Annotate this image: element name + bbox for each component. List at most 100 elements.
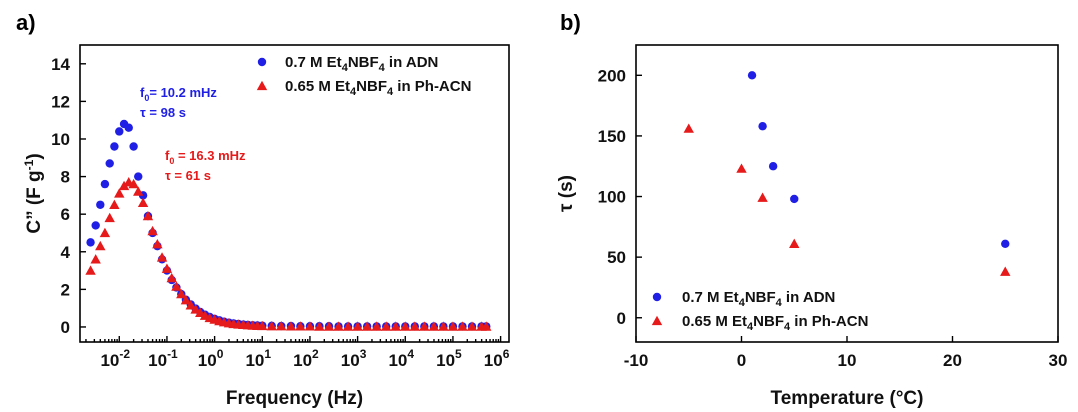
series-b-0: [747, 71, 1010, 249]
legend-subscript: 4: [747, 321, 754, 333]
data-point: [428, 321, 440, 331]
data-point: [86, 238, 95, 247]
legend-b-0-label: 0.7 M Et4NBF4 in ADN: [682, 289, 835, 309]
x-tick-exponent: 0: [217, 347, 224, 361]
x-tick-exponent: 2: [312, 347, 319, 361]
x-tick-base: 10: [245, 351, 264, 370]
y-tick-label: 10: [51, 130, 70, 149]
x-tick-base: 10: [388, 351, 407, 370]
data-point: [361, 321, 373, 331]
data-point: [142, 210, 154, 221]
data-point: [481, 321, 492, 331]
x-tick-label: 100: [198, 347, 224, 370]
data-point: [371, 321, 382, 331]
y-axis-title-part: C” (F g: [24, 170, 45, 233]
data-point: [171, 281, 182, 291]
x-tick-exponent: 5: [455, 347, 462, 361]
x-tick-exponent: 3: [360, 347, 367, 361]
x-tick-exponent: 1: [264, 347, 271, 361]
data-point: [110, 142, 119, 151]
legend-text-part: 0.7 M Et: [682, 289, 739, 306]
data-point: [381, 321, 392, 331]
panel-label-b: b): [560, 10, 581, 35]
legend-a-1-label: 0.65 M Et4NBF4 in Ph-ACN: [285, 78, 471, 98]
data-point: [257, 320, 268, 331]
data-point: [180, 295, 192, 305]
annot-subscript: 0: [144, 93, 149, 103]
data-point: [1000, 266, 1011, 276]
data-point: [115, 127, 124, 136]
data-point: [129, 142, 138, 151]
data-point: [105, 159, 114, 168]
data-point: [161, 263, 173, 273]
data-point: [333, 321, 344, 331]
y-tick-label: 4: [61, 243, 71, 262]
legend-subscript: 4: [387, 86, 394, 98]
legend-text-part: 0.7 M Et: [285, 54, 342, 71]
data-point: [152, 239, 163, 249]
legend-subscript: 4: [784, 321, 791, 333]
legend-text-part: NBF: [753, 313, 784, 330]
data-point: [109, 199, 120, 209]
data-point: [304, 321, 316, 331]
data-point: [736, 163, 747, 173]
annot-part: f: [140, 85, 145, 100]
data-point: [466, 321, 478, 331]
data-point: [104, 212, 115, 223]
annot-subscript: 0: [169, 156, 174, 166]
data-point: [137, 197, 149, 208]
y-tick-label: 6: [61, 205, 70, 224]
x-tick-label: 106: [484, 347, 510, 370]
data-point: [438, 321, 449, 331]
data-point: [683, 123, 694, 133]
data-point: [295, 321, 306, 331]
legend-subscript: 4: [776, 297, 783, 309]
series-a-0: [86, 119, 491, 331]
legend-text-part: in ADN: [385, 54, 439, 71]
data-point: [85, 265, 96, 275]
x-tick-base: 10: [341, 351, 360, 370]
y-tick-label: 100: [598, 188, 626, 207]
legend-text-part: 0.65 M Et: [285, 78, 350, 95]
annot-part: f: [165, 148, 170, 163]
x-tick-label: 0: [737, 351, 746, 370]
legend-text-part: in Ph-ACN: [790, 313, 868, 330]
legend-b-1-label: 0.65 M Et4NBF4 in Ph-ACN: [682, 313, 868, 333]
legend-text-part: NBF: [348, 54, 379, 71]
x-tick-label: 10-1: [148, 347, 178, 370]
x-tick-label: 103: [341, 347, 367, 370]
legend-marker-a-0: [257, 57, 267, 67]
y-axis-title-a: C” (F g-1): [22, 153, 45, 233]
data-point: [447, 321, 459, 331]
data-point: [747, 71, 757, 80]
legend-marker-b-1: [651, 315, 663, 326]
legend-text-part: NBF: [356, 78, 387, 95]
legend-a-0-label: 0.7 M Et4NBF4 in ADN: [285, 54, 438, 74]
data-point: [314, 321, 325, 331]
legend-subscript: 4: [350, 86, 357, 98]
legend-subscript: 4: [379, 62, 386, 74]
x-tick-label: 30: [1049, 351, 1068, 370]
legend-text-part: NBF: [745, 289, 776, 306]
data-point: [758, 122, 767, 131]
x-tick-base: 10: [293, 351, 312, 370]
panel-label-a: a): [16, 10, 36, 35]
data-point: [134, 172, 143, 181]
data-point: [790, 194, 799, 204]
y-tick-label: 200: [598, 66, 626, 85]
annot-part: = 10.2 mHz: [149, 85, 217, 100]
x-tick-label: 20: [943, 351, 962, 370]
legend-marker-b-0: [652, 292, 662, 302]
y-tick-label: 0: [61, 318, 70, 337]
data-point: [285, 321, 297, 331]
data-point: [789, 238, 800, 248]
series-a-1: [85, 177, 492, 331]
annotation-red-f0: f0 = 16.3 mHz: [165, 148, 246, 166]
data-point: [95, 240, 106, 251]
x-tick-exponent: -2: [119, 347, 130, 361]
data-point: [1001, 239, 1010, 249]
data-point: [352, 321, 363, 331]
data-point: [409, 321, 421, 331]
